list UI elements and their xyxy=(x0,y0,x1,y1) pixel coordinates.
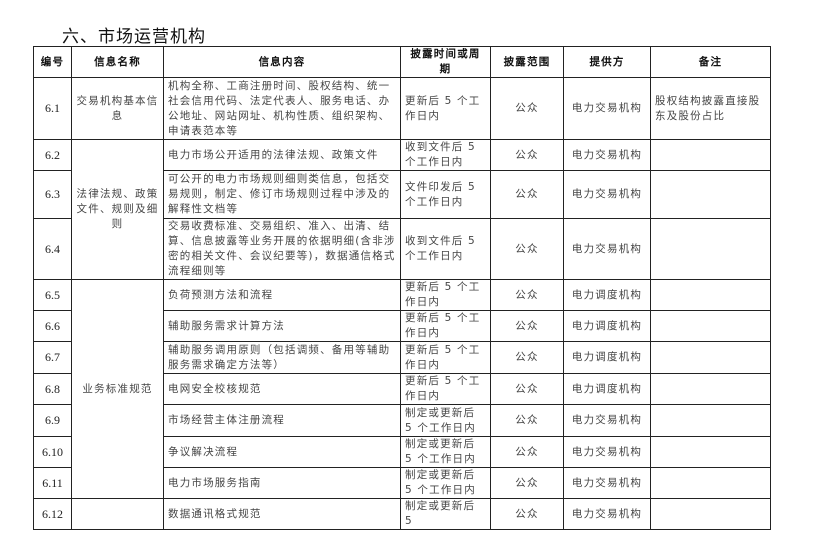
row-id: 6.3 xyxy=(33,170,72,219)
row-id: 6.2 xyxy=(33,139,72,171)
note xyxy=(650,170,771,219)
provider: 电力调度机构 xyxy=(563,310,651,342)
row-id: 6.5 xyxy=(33,279,72,311)
column-header: 披露范围 xyxy=(490,46,564,78)
info-name: 交易机构基本信息 xyxy=(71,77,164,140)
info-content: 电力市场公开适用的法律法规、政策文件 xyxy=(163,139,401,171)
row-id: 6.6 xyxy=(33,310,72,342)
table-row: 6.3 可公开的电力市场规则细则类信息，包括交易规则，制定、修订市场规则过程中涉及… xyxy=(33,170,771,219)
column-header: 备注 xyxy=(650,46,771,78)
table-row: 6.1 交易机构基本信息 机构全称、工商注册时间、股权结构、统一社会信用代码、法定代… xyxy=(33,77,771,140)
info-content: 电网安全校核规范 xyxy=(163,373,401,405)
disclosure-table: 编号 信息名称 信息内容 披露时间或周期 披露范围 提供方 备注 6.1 交易机构基本信息 机构… xyxy=(33,46,771,530)
table-row: 6.12 数据通讯格式规范 制定或更新后 5 公众 电力交易机构 xyxy=(33,498,771,530)
disclosure-scope: 公众 xyxy=(490,170,564,219)
info-content: 交易收费标准、交易组织、准入、出清、结算、信息披露等业务开展的依据明细(含非涉密… xyxy=(163,218,401,280)
info-name: 法律法规、政策文件、规则及细则 xyxy=(71,139,164,280)
disclosure-scope: 公众 xyxy=(490,373,564,405)
note: 股权结构披露直接股东及股份占比 xyxy=(650,77,771,140)
provider: 电力调度机构 xyxy=(563,341,651,374)
info-name: 业务标准规范 xyxy=(71,279,164,499)
column-header: 信息名称 xyxy=(71,46,164,78)
table-header-row: 编号 信息名称 信息内容 披露时间或周期 披露范围 提供方 备注 xyxy=(33,46,771,78)
disclosure-period: 制定或更新后 5 个工作日内 xyxy=(400,467,491,499)
disclosure-period: 更新后 5 个工作日内 xyxy=(400,373,491,405)
info-content: 电力市场服务指南 xyxy=(163,467,401,499)
section-title: 六、市场运营机构 xyxy=(62,27,206,47)
info-content: 争议解决流程 xyxy=(163,436,401,468)
disclosure-scope: 公众 xyxy=(490,341,564,374)
disclosure-period: 收到文件后 5 个工作日内 xyxy=(400,139,491,171)
disclosure-scope: 公众 xyxy=(490,310,564,342)
disclosure-scope: 公众 xyxy=(490,218,564,280)
column-header: 披露时间或周期 xyxy=(400,46,491,78)
note xyxy=(650,404,771,437)
disclosure-period: 制定或更新后 5 xyxy=(400,498,491,530)
provider: 电力交易机构 xyxy=(563,170,651,219)
disclosure-period: 更新后 5 个工作日内 xyxy=(400,310,491,342)
row-id: 6.4 xyxy=(33,218,72,280)
table-row: 6.2 法律法规、政策文件、规则及细则 电力市场公开适用的法律法规、政策文件 收到文件… xyxy=(33,139,771,280)
disclosure-period: 制定或更新后 5 个工作日内 xyxy=(400,404,491,437)
note xyxy=(650,139,771,171)
table-row: 6.10 争议解决流程 制定或更新后 5 个工作日内 公众 电力交易机构 xyxy=(33,436,771,468)
provider: 电力调度机构 xyxy=(563,373,651,405)
info-content: 市场经营主体注册流程 xyxy=(163,404,401,437)
row-id: 6.8 xyxy=(33,373,72,405)
disclosure-scope: 公众 xyxy=(490,498,564,530)
column-header: 信息内容 xyxy=(163,46,401,78)
provider: 电力交易机构 xyxy=(563,139,651,171)
disclosure-period: 收到文件后 5 个工作日内 xyxy=(400,218,491,280)
table-row: 6.5 业务标准规范 负荷预测方法和流程 更新后 5 个工作日内 公众 电力调度机构 xyxy=(33,279,771,499)
table-row: 6.11 电力市场服务指南 制定或更新后 5 个工作日内 公众 电力交易机构 xyxy=(33,467,771,499)
disclosure-scope: 公众 xyxy=(490,77,564,140)
info-content: 可公开的电力市场规则细则类信息，包括交易规则，制定、修订市场规则过程中涉及的解释… xyxy=(163,170,401,219)
provider: 电力交易机构 xyxy=(563,77,651,140)
info-content: 机构全称、工商注册时间、股权结构、统一社会信用代码、法定代表人、服务电话、办公地… xyxy=(163,77,401,140)
disclosure-period: 制定或更新后 5 个工作日内 xyxy=(400,436,491,468)
row-id: 6.11 xyxy=(33,467,72,499)
column-header: 提供方 xyxy=(563,46,651,78)
table-row: 6.6 辅助服务需求计算方法 更新后 5 个工作日内 公众 电力调度机构 xyxy=(33,310,771,342)
provider: 电力交易机构 xyxy=(563,467,651,499)
info-content: 数据通讯格式规范 xyxy=(163,498,401,530)
row-id: 6.12 xyxy=(33,498,72,530)
row-id: 6.9 xyxy=(33,404,72,437)
info-content: 负荷预测方法和流程 xyxy=(163,279,401,311)
provider: 电力调度机构 xyxy=(563,279,651,311)
disclosure-period: 更新后 5 个工作日内 xyxy=(400,279,491,311)
row-id: 6.10 xyxy=(33,436,72,468)
note xyxy=(650,498,771,530)
disclosure-period: 文件印发后 5 个工作日内 xyxy=(400,170,491,219)
note xyxy=(650,218,771,280)
disclosure-scope: 公众 xyxy=(490,404,564,437)
note xyxy=(650,341,771,374)
disclosure-scope: 公众 xyxy=(490,139,564,171)
info-name xyxy=(71,498,164,530)
disclosure-period: 更新后 5 个工作日内 xyxy=(400,341,491,374)
disclosure-scope: 公众 xyxy=(490,436,564,468)
provider: 电力交易机构 xyxy=(563,436,651,468)
note xyxy=(650,373,771,405)
table-row: 6.8 电网安全校核规范 更新后 5 个工作日内 公众 电力调度机构 xyxy=(33,373,771,405)
table-row: 6.4 交易收费标准、交易组织、准入、出清、结算、信息披露等业务开展的依据明细(含… xyxy=(33,218,771,280)
note xyxy=(650,310,771,342)
provider: 电力交易机构 xyxy=(563,218,651,280)
provider: 电力交易机构 xyxy=(563,404,651,437)
note xyxy=(650,279,771,311)
note xyxy=(650,467,771,499)
note xyxy=(650,436,771,468)
provider: 电力交易机构 xyxy=(563,498,651,530)
row-id: 6.1 xyxy=(33,77,72,140)
info-content: 辅助服务需求计算方法 xyxy=(163,310,401,342)
column-header: 编号 xyxy=(33,46,72,78)
info-content: 辅助服务调用原则（包括调频、备用等辅助服务需求确定方法等） xyxy=(163,341,401,374)
disclosure-scope: 公众 xyxy=(490,467,564,499)
table-row: 6.9 市场经营主体注册流程 制定或更新后 5 个工作日内 公众 电力交易机构 xyxy=(33,404,771,437)
disclosure-scope: 公众 xyxy=(490,279,564,311)
disclosure-period: 更新后 5 个工作日内 xyxy=(400,77,491,140)
row-id: 6.7 xyxy=(33,341,72,374)
